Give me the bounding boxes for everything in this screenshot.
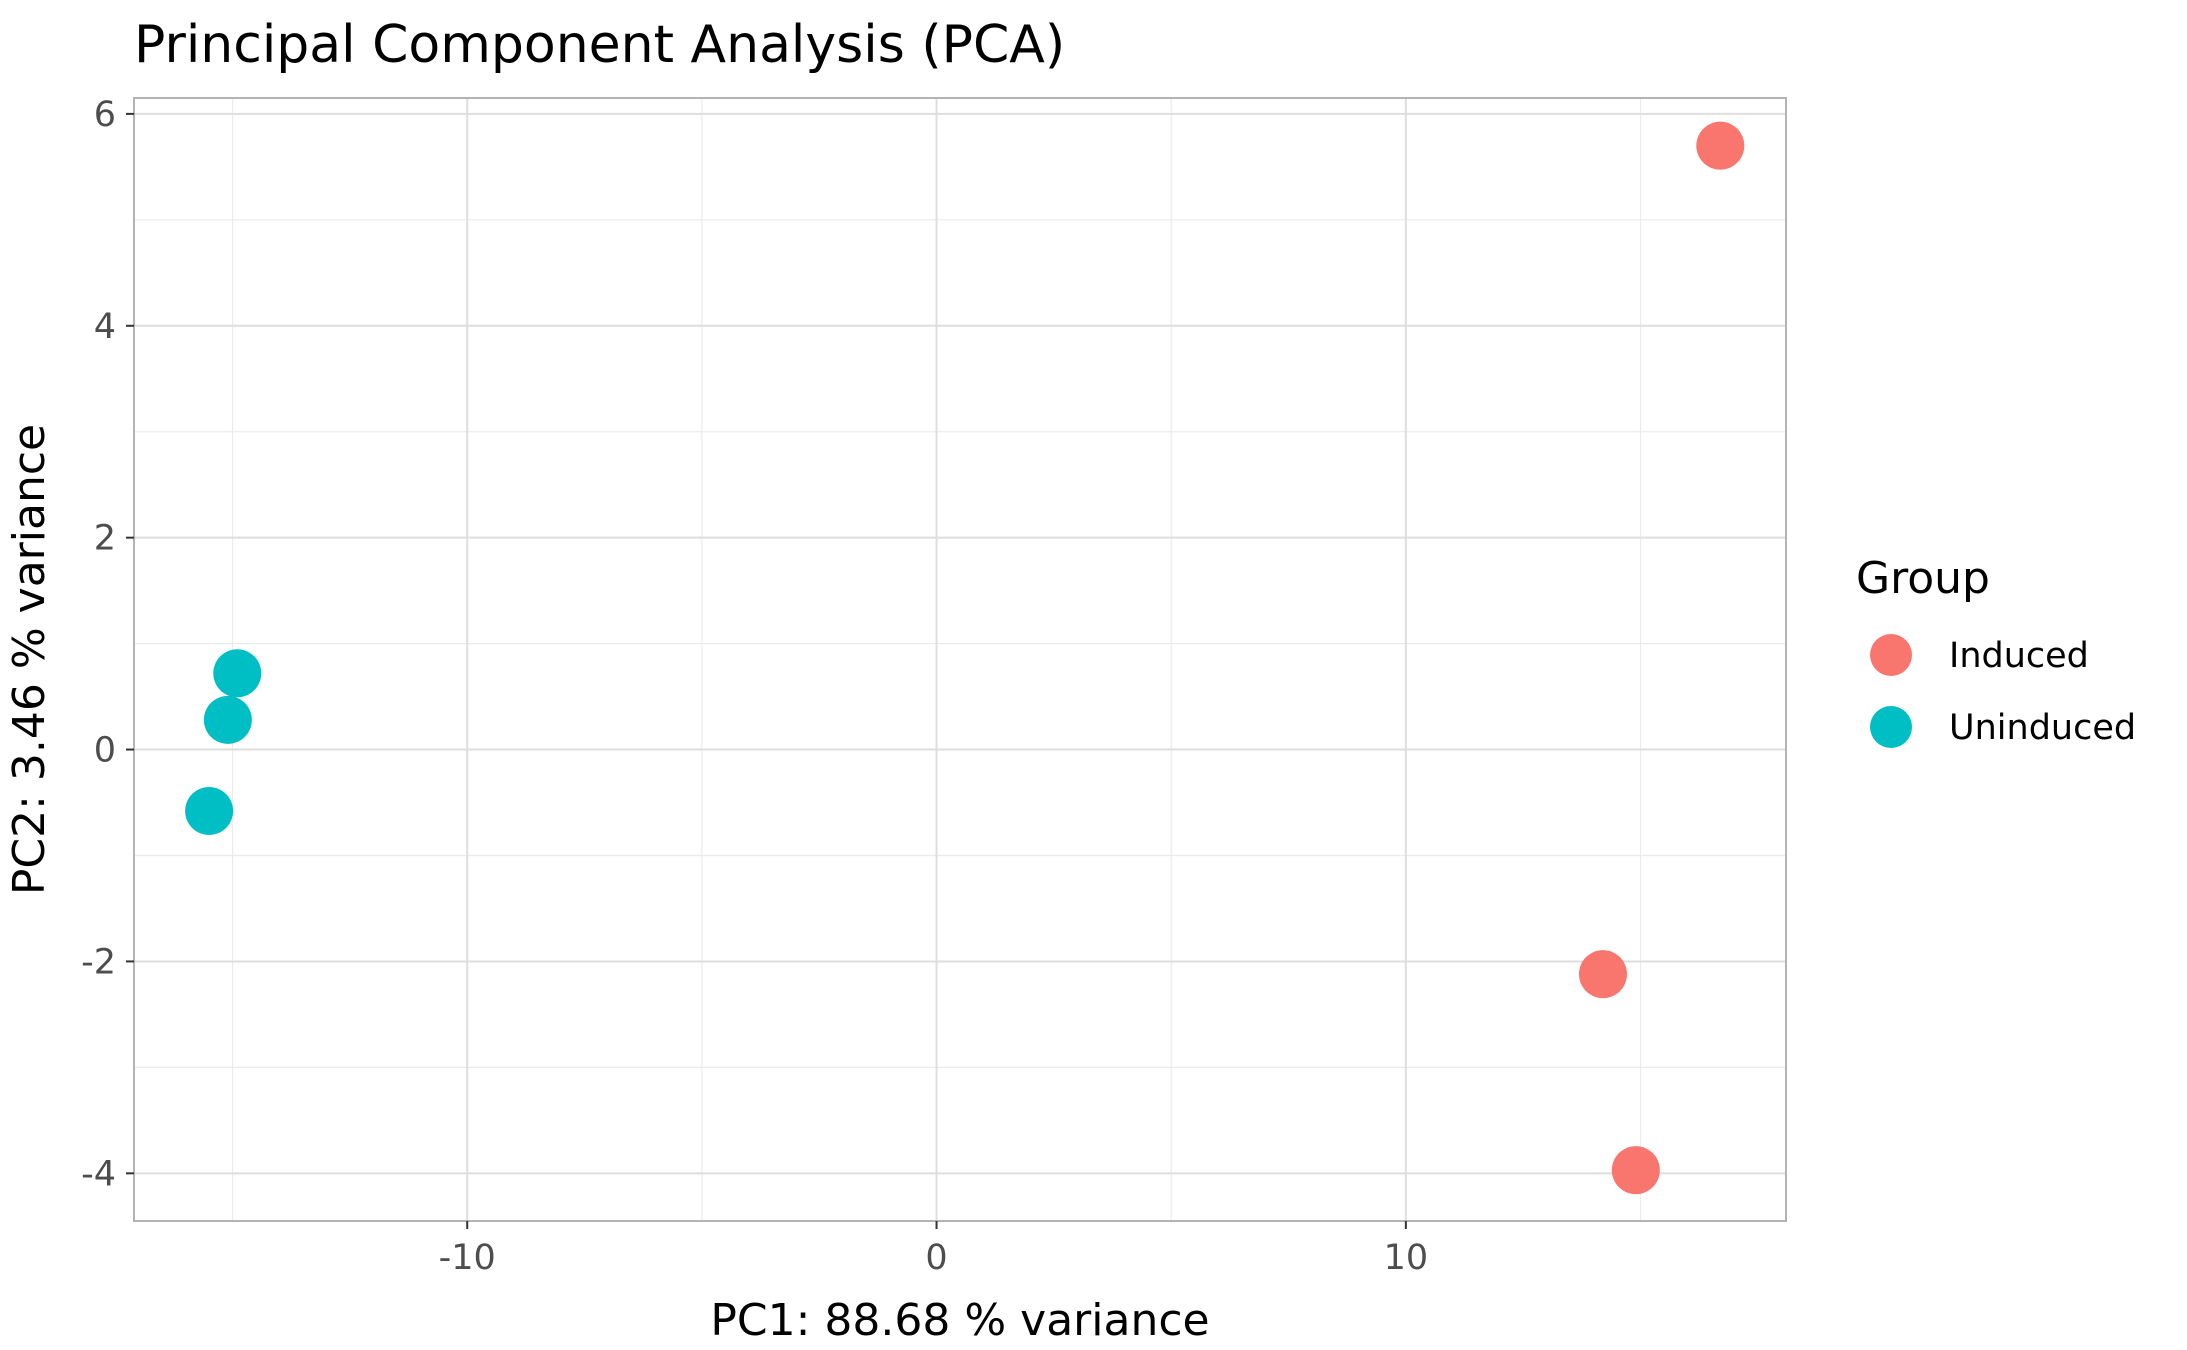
legend: Group Induced Uninduced bbox=[1856, 553, 2136, 748]
chart-title: Principal Component Analysis (PCA) bbox=[134, 15, 1065, 75]
data-points bbox=[185, 121, 1745, 1195]
legend-label-uninduced: Uninduced bbox=[1949, 708, 2136, 748]
y-tick-label: 4 bbox=[94, 307, 116, 347]
y-axis-tick-labels: -4 -2 0 2 4 6 bbox=[81, 95, 116, 1194]
major-gridlines bbox=[134, 98, 1786, 1221]
point-uninduced bbox=[213, 649, 262, 698]
y-tick-label: -2 bbox=[81, 942, 116, 982]
point-uninduced bbox=[203, 695, 252, 744]
y-tick-label: 0 bbox=[94, 731, 116, 771]
plot-panel-border bbox=[133, 97, 1787, 1222]
x-tick-label: 0 bbox=[925, 1238, 947, 1278]
point-induced bbox=[1696, 121, 1745, 170]
x-axis-tick-labels: -10 0 10 bbox=[439, 1238, 1428, 1278]
point-induced bbox=[1611, 1146, 1660, 1195]
x-tick-label: 10 bbox=[1384, 1238, 1429, 1278]
legend-label-induced: Induced bbox=[1949, 636, 2089, 676]
legend-entries: Induced Uninduced bbox=[1870, 634, 2136, 748]
y-axis-title: PC2: 3.46 % variance bbox=[4, 424, 55, 895]
legend-key-induced bbox=[1870, 634, 1912, 676]
y-tick-label: 6 bbox=[94, 95, 116, 135]
legend-key-uninduced bbox=[1870, 706, 1912, 748]
axis-tick-marks bbox=[126, 112, 1407, 1229]
x-tick-label: -10 bbox=[439, 1238, 496, 1278]
point-uninduced bbox=[185, 786, 234, 835]
legend-title: Group bbox=[1856, 553, 1990, 604]
x-axis-title: PC1: 88.68 % variance bbox=[710, 1295, 1209, 1346]
minor-gridlines bbox=[134, 98, 1786, 1221]
point-induced bbox=[1578, 950, 1627, 999]
y-tick-label: 2 bbox=[94, 519, 116, 559]
y-tick-label: -4 bbox=[81, 1154, 116, 1194]
